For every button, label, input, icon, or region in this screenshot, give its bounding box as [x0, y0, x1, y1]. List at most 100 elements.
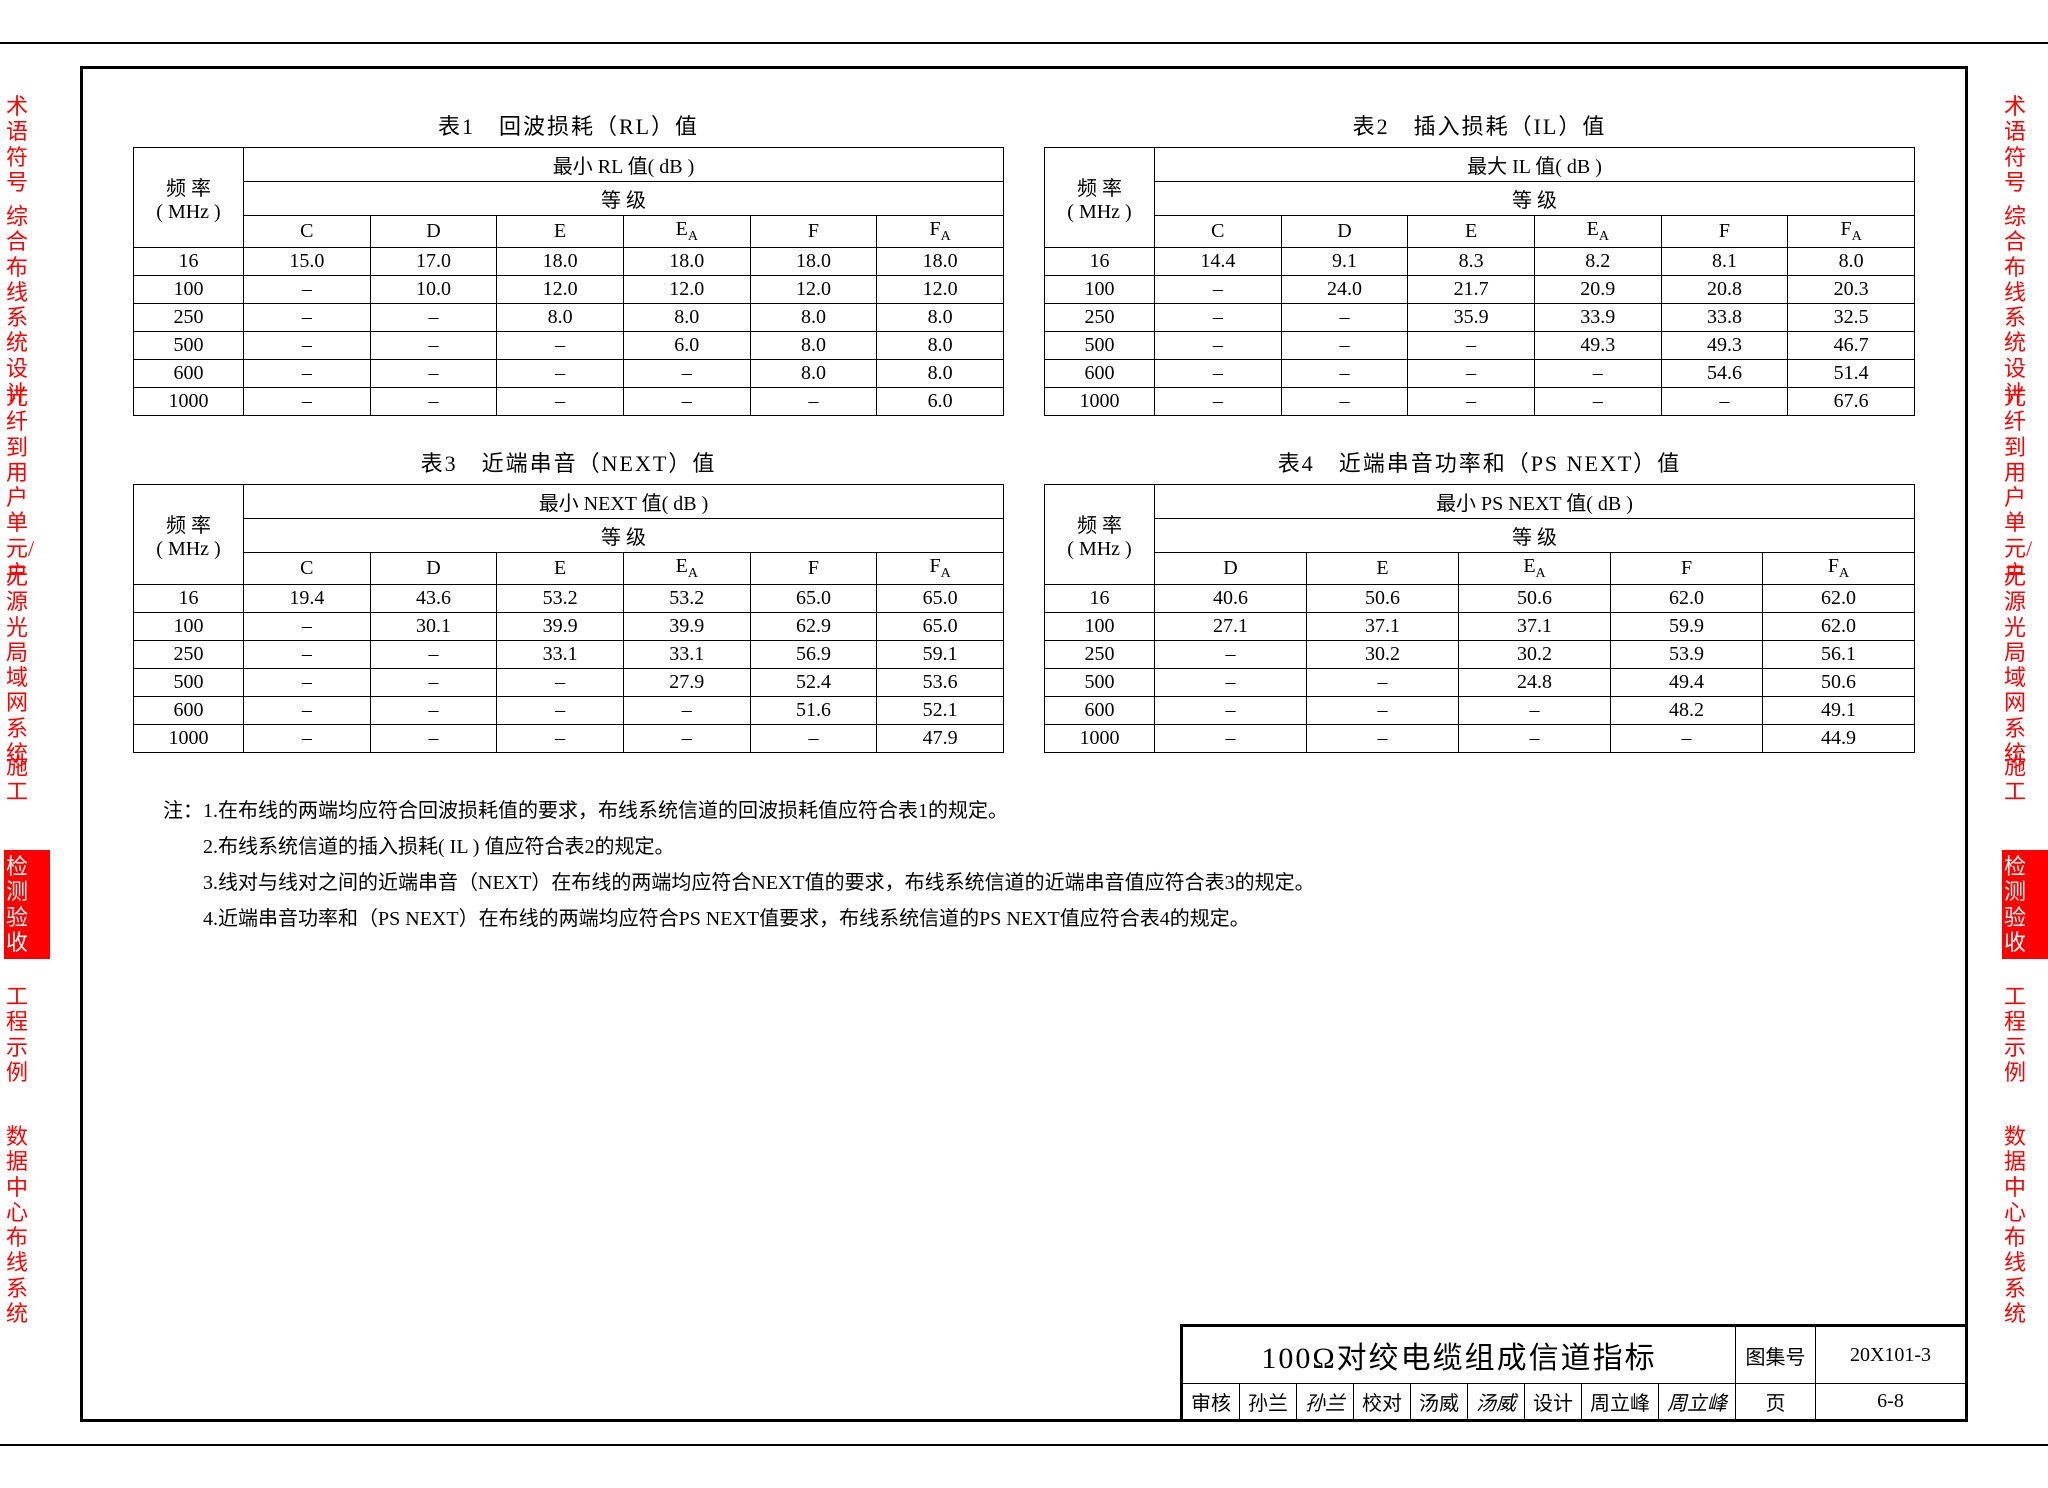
grade-col: EA: [623, 553, 750, 585]
table-row: 500–––27.952.453.6: [134, 669, 1004, 697]
grade-col: E: [497, 216, 624, 248]
value-cell: 62.9: [750, 613, 877, 641]
freq-cell: 1000: [1045, 388, 1155, 416]
grade-col: C: [244, 553, 371, 585]
bottom-rule: [0, 1444, 2048, 1446]
side-tab[interactable]: 术语符号: [4, 90, 50, 199]
freq-cell: 600: [1045, 360, 1155, 388]
value-cell: 14.4: [1155, 248, 1282, 276]
value-cell: 20.8: [1661, 276, 1788, 304]
table-4-title: 表4 近端串音功率和（PS NEXT）值: [1044, 446, 1915, 478]
table-row: 600––––51.652.1: [134, 697, 1004, 725]
value-cell: –: [244, 388, 371, 416]
value-cell: 18.0: [497, 248, 624, 276]
value-cell: 46.7: [1788, 332, 1915, 360]
value-cell: –: [497, 388, 624, 416]
value-cell: 32.5: [1788, 304, 1915, 332]
value-cell: 67.6: [1788, 388, 1915, 416]
value-cell: 10.0: [370, 276, 497, 304]
grade-label: 等 级: [244, 519, 1004, 553]
side-tab[interactable]: 综合布线系统设计: [4, 200, 50, 410]
side-tab[interactable]: 无源光局域网系统: [2002, 560, 2048, 770]
freq-cell: 250: [134, 641, 244, 669]
grade-col: C: [1155, 216, 1282, 248]
value-cell: 27.1: [1155, 613, 1307, 641]
side-tab[interactable]: 检测验收: [2002, 850, 2048, 959]
page: 术语符号综合布线系统设计光纤到用户单元/户无源光局域网系统施工检测验收工程示例数…: [0, 0, 2048, 1488]
value-cell: 59.1: [877, 641, 1004, 669]
check-signature: 汤威: [1468, 1384, 1525, 1420]
table-row: 1000–––––6.0: [134, 388, 1004, 416]
value-cell: –: [497, 697, 624, 725]
freq-cell: 250: [1045, 304, 1155, 332]
table-row: 500–––49.349.346.7: [1045, 332, 1915, 360]
page-label: 页: [1736, 1384, 1816, 1420]
side-tab[interactable]: 施工: [4, 750, 50, 809]
grade-col: D: [370, 216, 497, 248]
table-row: 250––8.08.08.08.0: [134, 304, 1004, 332]
tables-grid: 表1 回波损耗（RL）值 频 率( MHz )最小 RL 值( dB )等 级C…: [133, 109, 1915, 753]
grade-col: E: [1408, 216, 1535, 248]
value-cell: –: [244, 725, 371, 753]
freq-cell: 250: [134, 304, 244, 332]
grade-col: F: [1611, 553, 1763, 585]
value-cell: 49.3: [1661, 332, 1788, 360]
value-cell: –: [244, 697, 371, 725]
value-cell: –: [1281, 360, 1408, 388]
page-value: 6-8: [1816, 1384, 1966, 1420]
side-tab[interactable]: 光纤到用户单元/户: [4, 380, 50, 590]
value-cell: 17.0: [370, 248, 497, 276]
value-cell: –: [370, 697, 497, 725]
grade-label: 等 级: [244, 182, 1004, 216]
data-table: 频 率( MHz )最大 IL 值( dB )等 级CDEEAFFA1614.4…: [1044, 147, 1915, 416]
value-cell: 49.1: [1763, 697, 1915, 725]
value-cell: –: [370, 641, 497, 669]
value-cell: 56.9: [750, 641, 877, 669]
value-cell: 33.8: [1661, 304, 1788, 332]
side-tab[interactable]: 工程示例: [2002, 980, 2048, 1089]
side-tab[interactable]: 光纤到用户单元/户: [2002, 380, 2048, 590]
side-tab[interactable]: 术语符号: [2002, 90, 2048, 199]
value-cell: 65.0: [750, 585, 877, 613]
side-tab[interactable]: 综合布线系统设计: [2002, 200, 2048, 410]
value-cell: –: [244, 332, 371, 360]
grade-col: D: [1155, 553, 1307, 585]
value-cell: –: [1155, 332, 1282, 360]
value-cell: 39.9: [623, 613, 750, 641]
table-row: 250––35.933.933.832.5: [1045, 304, 1915, 332]
value-cell: –: [1155, 669, 1307, 697]
side-tab[interactable]: 工程示例: [4, 980, 50, 1089]
side-tab[interactable]: 数据中心布线系统: [4, 1120, 50, 1330]
side-tab[interactable]: 无源光局域网系统: [4, 560, 50, 770]
value-cell: 6.0: [623, 332, 750, 360]
side-tab[interactable]: 施工: [2002, 750, 2048, 809]
value-cell: –: [1534, 360, 1661, 388]
value-cell: –: [623, 388, 750, 416]
design-name: 周立峰: [1582, 1384, 1659, 1420]
data-table: 频 率( MHz )最小 NEXT 值( dB )等 级CDEEAFFA1619…: [133, 484, 1004, 753]
side-tab[interactable]: 数据中心布线系统: [2002, 1120, 2048, 1330]
value-cell: –: [244, 276, 371, 304]
freq-cell: 16: [1045, 585, 1155, 613]
note-line: 4.近端串音功率和（PS NEXT）在布线的两端均应符合PS NEXT值要求，布…: [163, 901, 1915, 937]
value-cell: 49.4: [1611, 669, 1763, 697]
freq-cell: 16: [134, 585, 244, 613]
value-cell: 8.0: [877, 304, 1004, 332]
grade-col: F: [750, 553, 877, 585]
grade-label: 等 级: [1155, 182, 1915, 216]
table-4: 表4 近端串音功率和（PS NEXT）值 频 率( MHz )最小 PS NEX…: [1044, 446, 1915, 753]
value-cell: –: [1155, 276, 1282, 304]
value-cell: 52.1: [877, 697, 1004, 725]
table-row: 1640.650.650.662.062.0: [1045, 585, 1915, 613]
value-cell: 44.9: [1763, 725, 1915, 753]
value-cell: 65.0: [877, 613, 1004, 641]
freq-cell: 600: [134, 697, 244, 725]
table-row: 500–––6.08.08.0: [134, 332, 1004, 360]
value-cell: –: [370, 360, 497, 388]
grade-label: 等 级: [1155, 519, 1915, 553]
value-cell: –: [244, 641, 371, 669]
value-cell: 50.6: [1307, 585, 1459, 613]
value-cell: –: [623, 360, 750, 388]
drawing-frame: 表1 回波损耗（RL）值 频 率( MHz )最小 RL 值( dB )等 级C…: [80, 66, 1968, 1422]
side-tab[interactable]: 检测验收: [4, 850, 50, 959]
